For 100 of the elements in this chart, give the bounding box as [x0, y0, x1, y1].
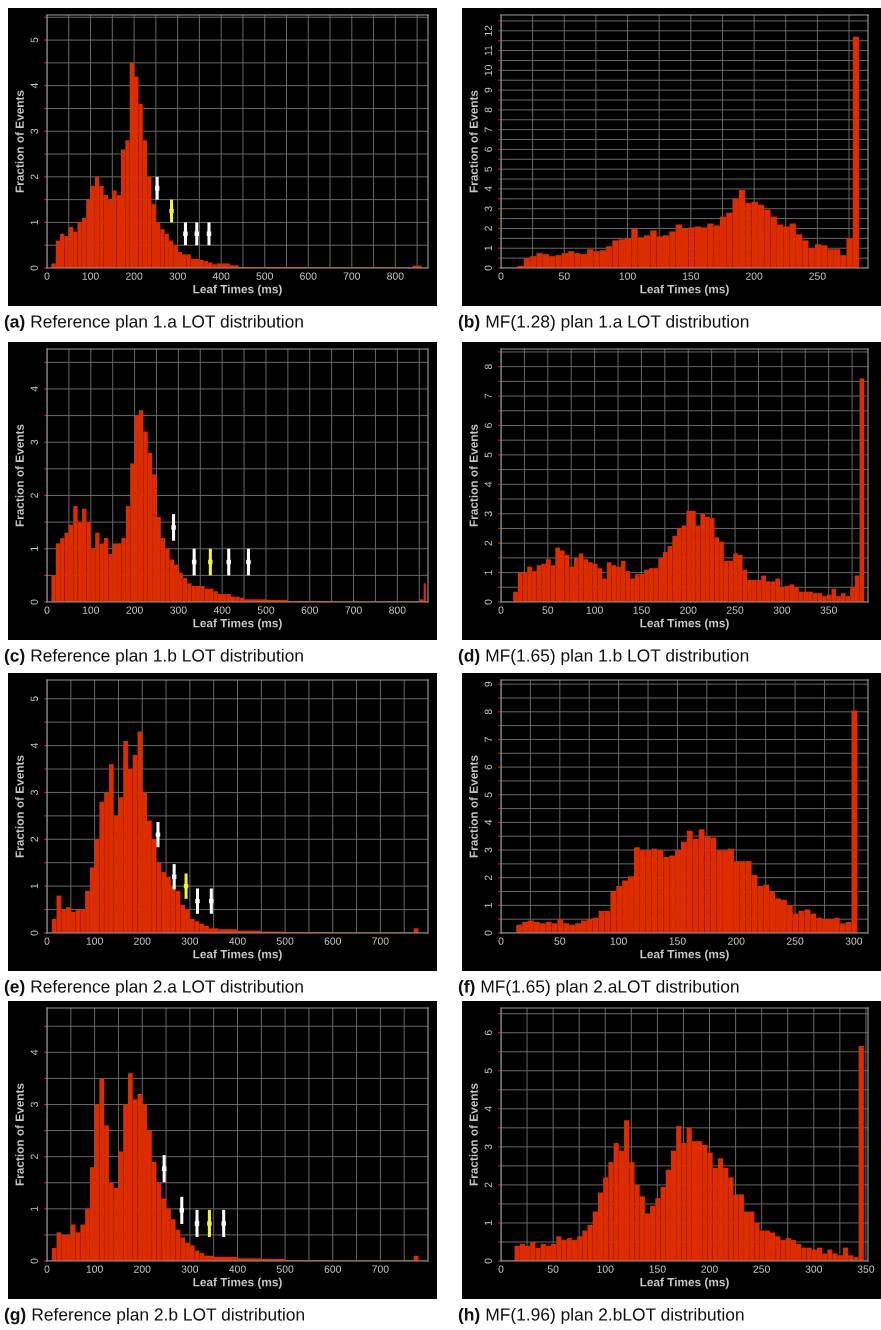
y-tick-label: 3	[484, 847, 492, 853]
y-tick-label: 9	[484, 87, 492, 93]
y-tick-label: 7	[484, 127, 492, 132]
y-tick-label: 0	[484, 1258, 492, 1264]
y-tick-label: 3	[30, 439, 38, 445]
y-axis-title: Fraction of Events	[15, 90, 24, 193]
y-tick-label: 5	[484, 166, 492, 172]
x-tick-label: 250	[809, 272, 826, 280]
y-tick-label: 2	[484, 540, 492, 546]
y-tick-label: 7	[484, 737, 492, 742]
y-tick-label: 0	[30, 1258, 38, 1264]
x-tick-label: 600	[301, 606, 319, 614]
text: (a) Reference plan 1.a LOT distribution	[4, 314, 303, 332]
x-tick-label: 0	[44, 1265, 50, 1273]
x-tick-label: 500	[256, 272, 273, 280]
x-tick-label: 600	[300, 272, 317, 280]
x-tick-label: 700	[345, 606, 362, 614]
x-tick-label: 500	[276, 1265, 294, 1273]
x-axis-title: Leaf Times (ms)	[640, 284, 729, 296]
x-tick-label: 700	[372, 937, 389, 945]
x-tick-label: 250	[726, 606, 744, 614]
y-tick-label: 4	[30, 386, 38, 392]
y-tick-label: 2	[484, 875, 492, 881]
x-tick-label: 0	[498, 272, 504, 280]
x-tick-label: 300	[845, 937, 863, 945]
x-axis-title: Leaf Times (ms)	[640, 618, 729, 630]
text: (c) Reference plan 1.b LOT distribution	[4, 648, 303, 666]
y-axis-title: Fraction of Events	[469, 1083, 478, 1186]
x-axis-title: Leaf Times (ms)	[193, 284, 282, 296]
y-tick-label: 1	[484, 1220, 492, 1226]
x-tick-label: 150	[633, 606, 650, 614]
x-axis-title: Leaf Times (ms)	[193, 949, 282, 961]
text: (f) MF(1.65) plan 2.aLOT distribution	[458, 979, 739, 997]
x-tick-label: 150	[669, 937, 686, 945]
x-tick-label: 50	[554, 937, 566, 945]
y-tick-label: 4	[484, 1106, 492, 1112]
y-tick-label: 1	[30, 883, 38, 889]
x-tick-label: 350	[820, 606, 837, 614]
y-tick-label: 2	[484, 226, 492, 231]
x-tick-label: 50	[547, 1265, 559, 1273]
text: (e) Reference plan 2.a LOT distribution	[4, 979, 303, 997]
x-tick-label: 200	[126, 606, 143, 614]
text: (b) MF(1.28) plan 1.a LOT distribution	[458, 314, 749, 332]
x-tick-label: 200	[134, 937, 151, 945]
x-tick-label: 0	[498, 606, 504, 614]
x-tick-label: 150	[649, 1265, 666, 1273]
y-tick-label: 8	[484, 364, 492, 370]
y-tick-label: 3	[30, 1102, 38, 1107]
x-tick-label: 300	[181, 937, 199, 945]
x-tick-label: 800	[389, 606, 406, 614]
y-tick-label: 6	[484, 764, 492, 770]
x-tick-label: 100	[86, 1265, 103, 1273]
x-tick-label: 0	[498, 937, 504, 945]
y-tick-label: 1	[484, 902, 492, 908]
y-tick-label: 0	[484, 930, 492, 936]
x-tick-label: 0	[44, 272, 50, 280]
y-tick-label: 12	[484, 25, 492, 36]
x-tick-label: 50	[558, 272, 570, 280]
y-tick-label: 5	[30, 696, 38, 702]
x-tick-label: 250	[753, 1265, 770, 1273]
y-tick-label: 0	[30, 265, 38, 271]
x-axis-title: Leaf Times (ms)	[193, 1277, 282, 1289]
x-tick-label: 250	[786, 937, 804, 945]
y-axis-title: Fraction of Events	[15, 1083, 24, 1186]
y-axis-title: Fraction of Events	[15, 755, 24, 858]
x-tick-label: 200	[125, 272, 143, 280]
x-tick-label: 300	[170, 606, 187, 614]
x-tick-label: 400	[229, 1265, 246, 1273]
y-tick-label: 4	[484, 819, 492, 826]
y-tick-label: 3	[484, 1144, 492, 1150]
y-tick-label: 8	[484, 709, 492, 715]
y-tick-label: 2	[484, 1182, 492, 1188]
y-tick-label: 2	[30, 1154, 38, 1160]
x-tick-label: 350	[857, 1265, 875, 1273]
x-tick-label: 600	[324, 1265, 342, 1273]
y-tick-label: 1	[484, 570, 492, 575]
y-tick-label: 9	[484, 681, 492, 687]
y-axis-title: Fraction of Events	[469, 755, 478, 858]
y-tick-label: 4	[30, 743, 38, 749]
y-tick-label: 1	[30, 546, 38, 551]
y-tick-label: 1	[30, 1206, 38, 1211]
y-tick-label: 3	[30, 790, 38, 795]
x-tick-label: 100	[586, 606, 603, 614]
y-tick-label: 0	[30, 930, 38, 936]
y-tick-label: 2	[30, 836, 38, 842]
x-tick-label: 100	[86, 937, 103, 945]
text: (g) Reference plan 2.b LOT distribution	[4, 1307, 304, 1325]
x-tick-label: 50	[542, 606, 554, 614]
y-axis-title: Fraction of Events	[15, 424, 24, 527]
x-tick-label: 100	[610, 937, 627, 945]
x-tick-label: 600	[324, 937, 342, 945]
x-tick-label: 400	[213, 606, 231, 614]
x-tick-label: 100	[82, 272, 99, 280]
x-tick-label: 0	[44, 937, 50, 945]
x-tick-label: 500	[257, 606, 275, 614]
y-tick-label: 6	[484, 1030, 492, 1036]
text: (h) MF(1.96) plan 2.bLOT distribution	[458, 1307, 744, 1325]
y-tick-label: 1	[30, 220, 38, 225]
y-tick-label: 4	[484, 481, 492, 487]
y-tick-label: 0	[30, 599, 38, 605]
